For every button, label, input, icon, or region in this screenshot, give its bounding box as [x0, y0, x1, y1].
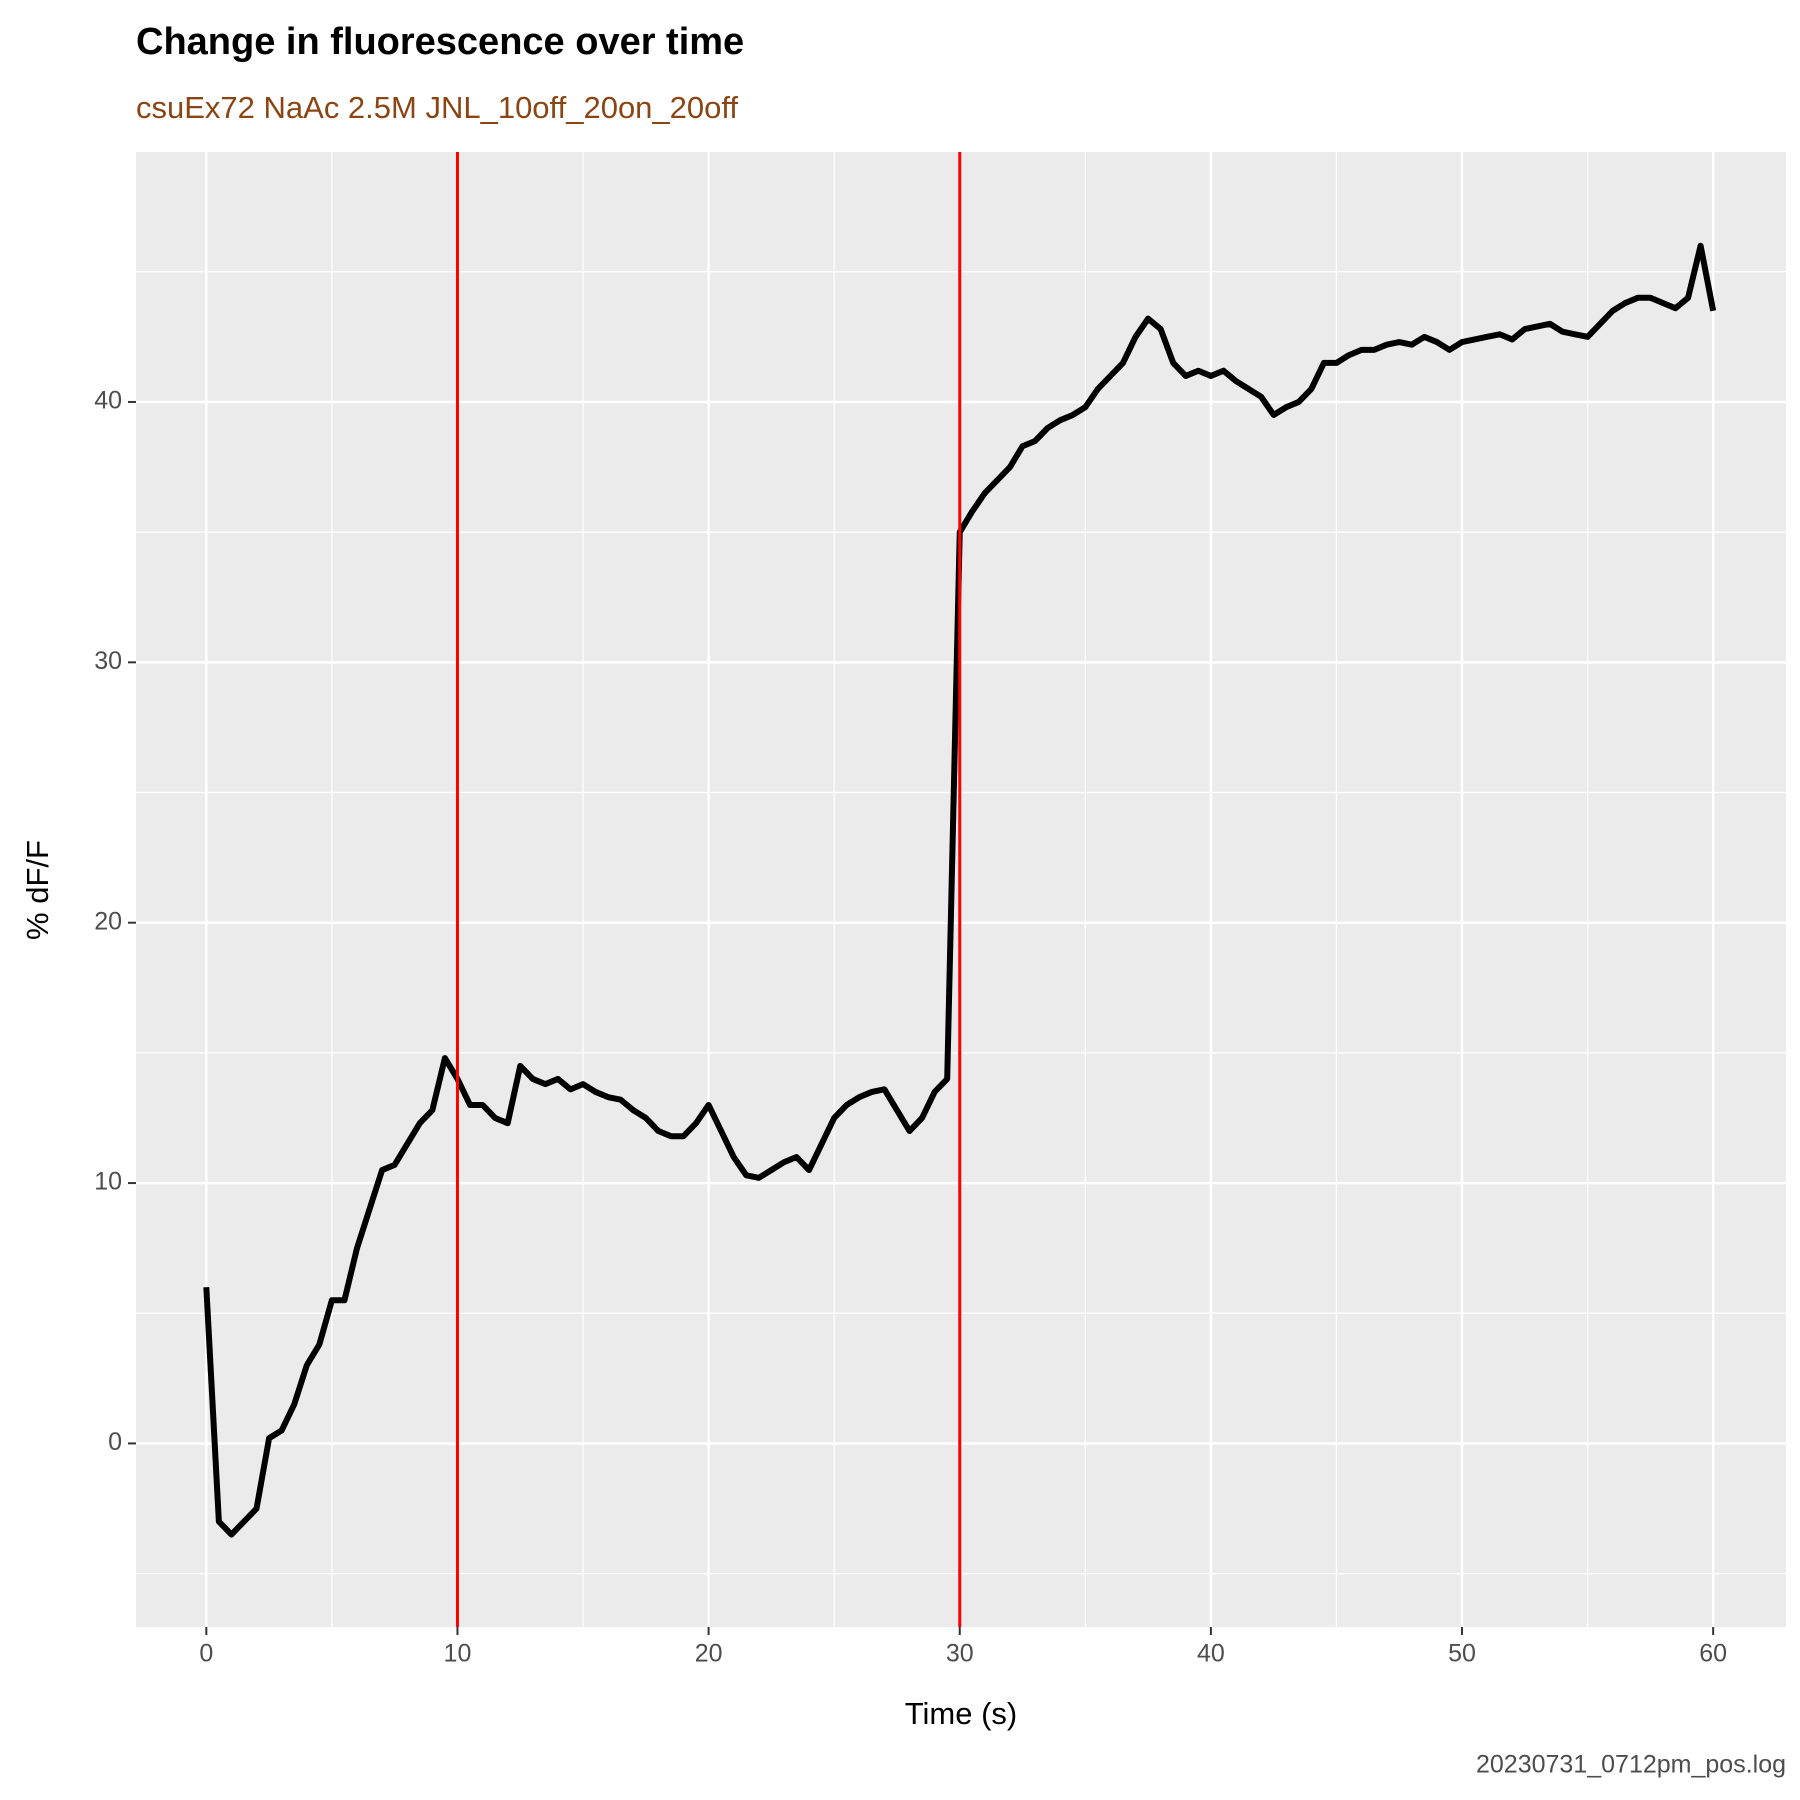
y-tick-label: 40: [94, 387, 122, 415]
y-tick-label: 30: [94, 647, 122, 675]
x-tick-label: 10: [444, 1640, 472, 1668]
y-tick-label: 0: [108, 1428, 122, 1456]
x-tick-label: 60: [1699, 1640, 1727, 1668]
x-axis-label: Time (s): [905, 1696, 1018, 1731]
x-tick-label: 20: [695, 1640, 723, 1668]
x-tick-label: 50: [1448, 1640, 1476, 1668]
chart-subtitle: csuEx72 NaAc 2.5M JNL_10off_20on_20off: [136, 90, 738, 125]
caption: 20230731_0712pm_pos.log: [1476, 1751, 1786, 1779]
x-tick-label: 40: [1197, 1640, 1225, 1668]
x-tick-label: 0: [199, 1640, 213, 1668]
x-tick-label: 30: [946, 1640, 974, 1668]
y-axis-label: % dF/F: [20, 840, 55, 940]
y-tick-label: 10: [94, 1168, 122, 1196]
y-tick-label: 20: [94, 907, 122, 935]
chart-title: Change in fluorescence over time: [136, 21, 744, 63]
